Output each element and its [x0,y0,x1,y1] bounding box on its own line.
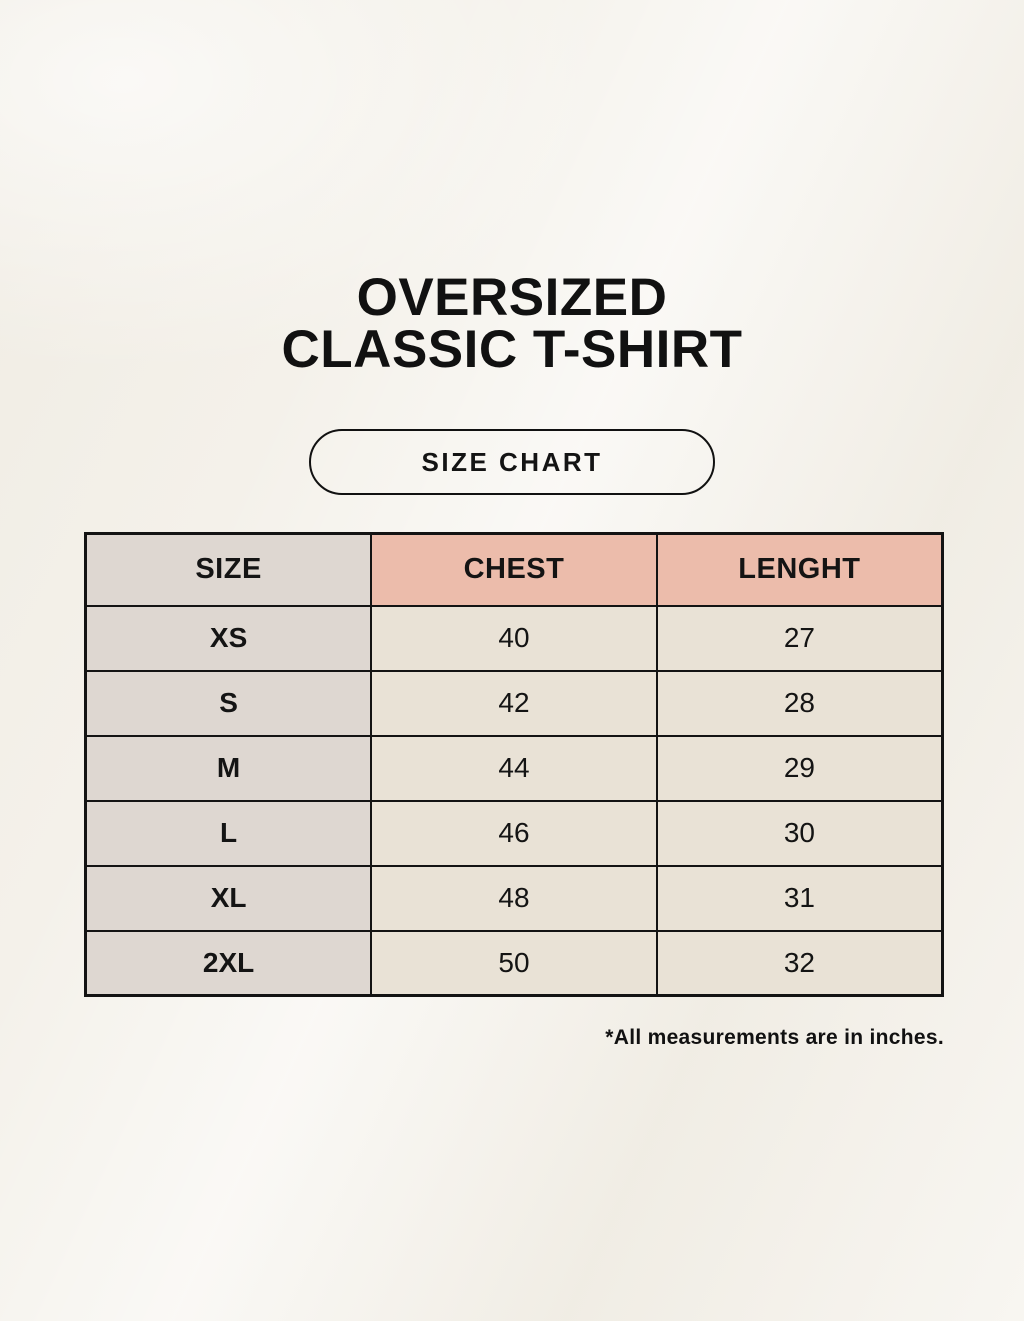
chest-cell: 48 [370,864,658,932]
size-cell: XS [84,604,373,672]
chest-cell: 44 [370,734,658,802]
chest-cell: 42 [370,669,658,737]
length-cell: 31 [655,864,944,932]
length-cell: 30 [655,799,944,867]
size-chart-button[interactable]: SIZE CHART [309,429,715,495]
size-chart-table: SIZE CHEST LENGHT XS 40 27 S 42 28 M 44 … [84,532,944,997]
title-line-2: CLASSIC T-SHIRT [281,320,743,379]
chest-cell: 50 [370,929,658,997]
measurements-footnote: *All measurements are in inches. [605,1026,944,1049]
length-cell: 29 [655,734,944,802]
chest-cell: 40 [370,604,658,672]
length-cell: 28 [655,669,944,737]
size-cell: XL [84,864,373,932]
table-row-s: S 42 28 [84,669,944,737]
size-chart-button-label: SIZE CHART [421,446,603,477]
title-line-1: OVERSIZED [356,268,668,327]
column-header-size: SIZE [84,532,373,607]
table-row-xs: XS 40 27 [84,604,944,672]
table-row-xl: XL 48 31 [84,864,944,932]
length-cell: 27 [655,604,944,672]
table-row-m: M 44 29 [84,734,944,802]
column-header-chest: CHEST [370,532,658,607]
size-cell: 2XL [84,929,373,997]
size-cell: L [84,799,373,867]
chest-cell: 46 [370,799,658,867]
size-cell: S [84,669,373,737]
column-header-length: LENGHT [655,532,944,607]
size-cell: M [84,734,373,802]
table-header-row: SIZE CHEST LENGHT [84,532,944,607]
table-row-2xl: 2XL 50 32 [84,929,944,997]
length-cell: 32 [655,929,944,997]
page-title: OVERSIZED CLASSIC T-SHIRT [0,268,1024,379]
table-row-l: L 46 30 [84,799,944,867]
